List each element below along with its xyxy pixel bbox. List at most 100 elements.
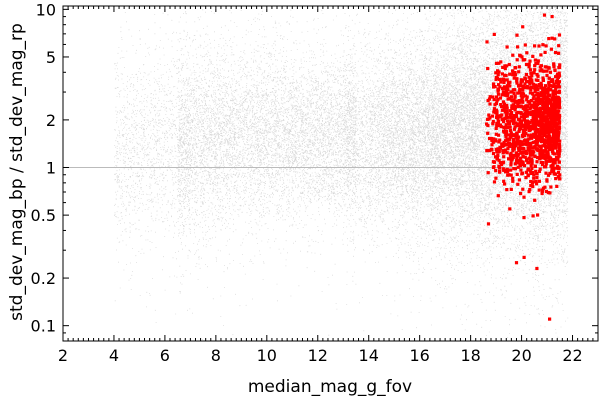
highlight-point <box>506 126 510 130</box>
highlight-point <box>505 119 510 123</box>
highlight-point <box>508 125 512 129</box>
highlight-point <box>498 169 502 173</box>
highlight-point <box>519 93 523 97</box>
highlight-point <box>505 109 509 113</box>
highlight-point <box>508 96 512 100</box>
highlight-point <box>541 76 545 80</box>
highlight-point <box>510 90 514 94</box>
highlight-point <box>498 85 502 89</box>
highlight-point <box>531 184 535 189</box>
highlight-point <box>515 158 519 162</box>
highlight-point <box>555 184 559 188</box>
highlight-point <box>554 50 558 55</box>
highlight-point <box>499 125 503 129</box>
highlight-point <box>545 104 549 108</box>
highlight-point <box>492 165 496 169</box>
highlight-point <box>529 112 533 117</box>
highlight-point <box>510 106 515 110</box>
highlight-point <box>505 78 509 82</box>
highlight-point <box>538 156 542 160</box>
highlight-point <box>552 158 556 162</box>
highlight-point <box>534 179 538 183</box>
highlight-point <box>556 171 561 175</box>
highlight-point <box>514 115 519 119</box>
highlight-point <box>523 114 527 118</box>
highlight-point <box>544 127 548 131</box>
highlight-point <box>556 133 561 137</box>
highlight-point <box>516 165 520 169</box>
highlight-point <box>536 108 541 113</box>
highlight-point <box>527 156 531 160</box>
highlight-point <box>524 72 528 77</box>
highlight-point <box>538 138 543 142</box>
highlight-point <box>504 142 508 146</box>
highlight-point <box>522 85 526 89</box>
highlight-point <box>518 125 522 129</box>
highlight-point <box>531 116 535 120</box>
highlight-point <box>543 101 548 105</box>
y-axis: 0.1 0.2 0.5 1 2 5 10 <box>31 0 598 342</box>
highlight-point <box>553 104 557 108</box>
highlight-point <box>526 161 530 165</box>
highlight-point <box>543 50 547 54</box>
highlight-point <box>552 109 556 113</box>
highlight-point <box>549 101 553 105</box>
highlight-point <box>557 100 561 104</box>
highlight-point <box>555 90 559 94</box>
highlight-point <box>513 94 517 98</box>
y-axis-title: std_dev_mag_bp / std_dev_mag_rp <box>7 23 27 321</box>
highlight-point <box>546 130 550 134</box>
highlight-point <box>533 135 537 139</box>
highlight-point <box>515 154 519 158</box>
x-tick-label: 20 <box>511 346 531 365</box>
highlight-point <box>500 163 504 167</box>
highlight-point <box>518 149 522 153</box>
highlight-point <box>507 141 511 145</box>
highlight-point <box>551 126 555 130</box>
highlight-point <box>508 72 512 76</box>
highlight-point <box>546 101 551 105</box>
highlight-point <box>543 84 548 88</box>
highlight-point <box>548 93 552 97</box>
highlight-point <box>533 58 537 62</box>
highlight-point <box>548 123 552 127</box>
highlight-point <box>505 129 509 133</box>
highlight-point <box>509 115 513 119</box>
highlight-point <box>499 103 503 107</box>
x-tick-label: 16 <box>409 346 429 365</box>
highlight-point <box>547 66 551 70</box>
highlight-point <box>543 141 547 145</box>
highlight-point <box>515 111 519 115</box>
highlight-point <box>497 70 501 74</box>
highlight-point <box>531 54 535 58</box>
x-tick-label: 22 <box>562 346 582 365</box>
highlight-point <box>485 122 489 126</box>
highlight-point <box>539 84 543 88</box>
highlight-point <box>528 68 533 72</box>
highlight-point <box>507 62 511 67</box>
highlight-point <box>501 100 505 104</box>
highlight-point <box>521 160 525 164</box>
highlight-point <box>528 77 532 81</box>
highlight-point <box>556 131 560 135</box>
highlight-point <box>494 169 498 173</box>
highlight-point <box>550 170 554 174</box>
highlight-point <box>546 91 550 95</box>
highlight-point <box>506 147 510 151</box>
highlight-point <box>534 97 539 101</box>
highlight-point <box>538 119 542 123</box>
highlight-point <box>512 91 516 95</box>
highlight-point <box>544 88 548 92</box>
highlight-point <box>527 124 531 128</box>
highlight-point <box>508 144 512 148</box>
highlight-point <box>502 102 507 106</box>
highlight-point <box>557 80 561 84</box>
highlight-point <box>532 173 536 177</box>
highlight-point <box>494 101 498 106</box>
highlight-point <box>556 83 560 87</box>
highlight-point <box>511 134 516 138</box>
highlight-point <box>516 91 520 95</box>
highlight-point <box>545 69 549 73</box>
highlight-point <box>541 87 545 91</box>
highlight-point <box>508 137 512 141</box>
